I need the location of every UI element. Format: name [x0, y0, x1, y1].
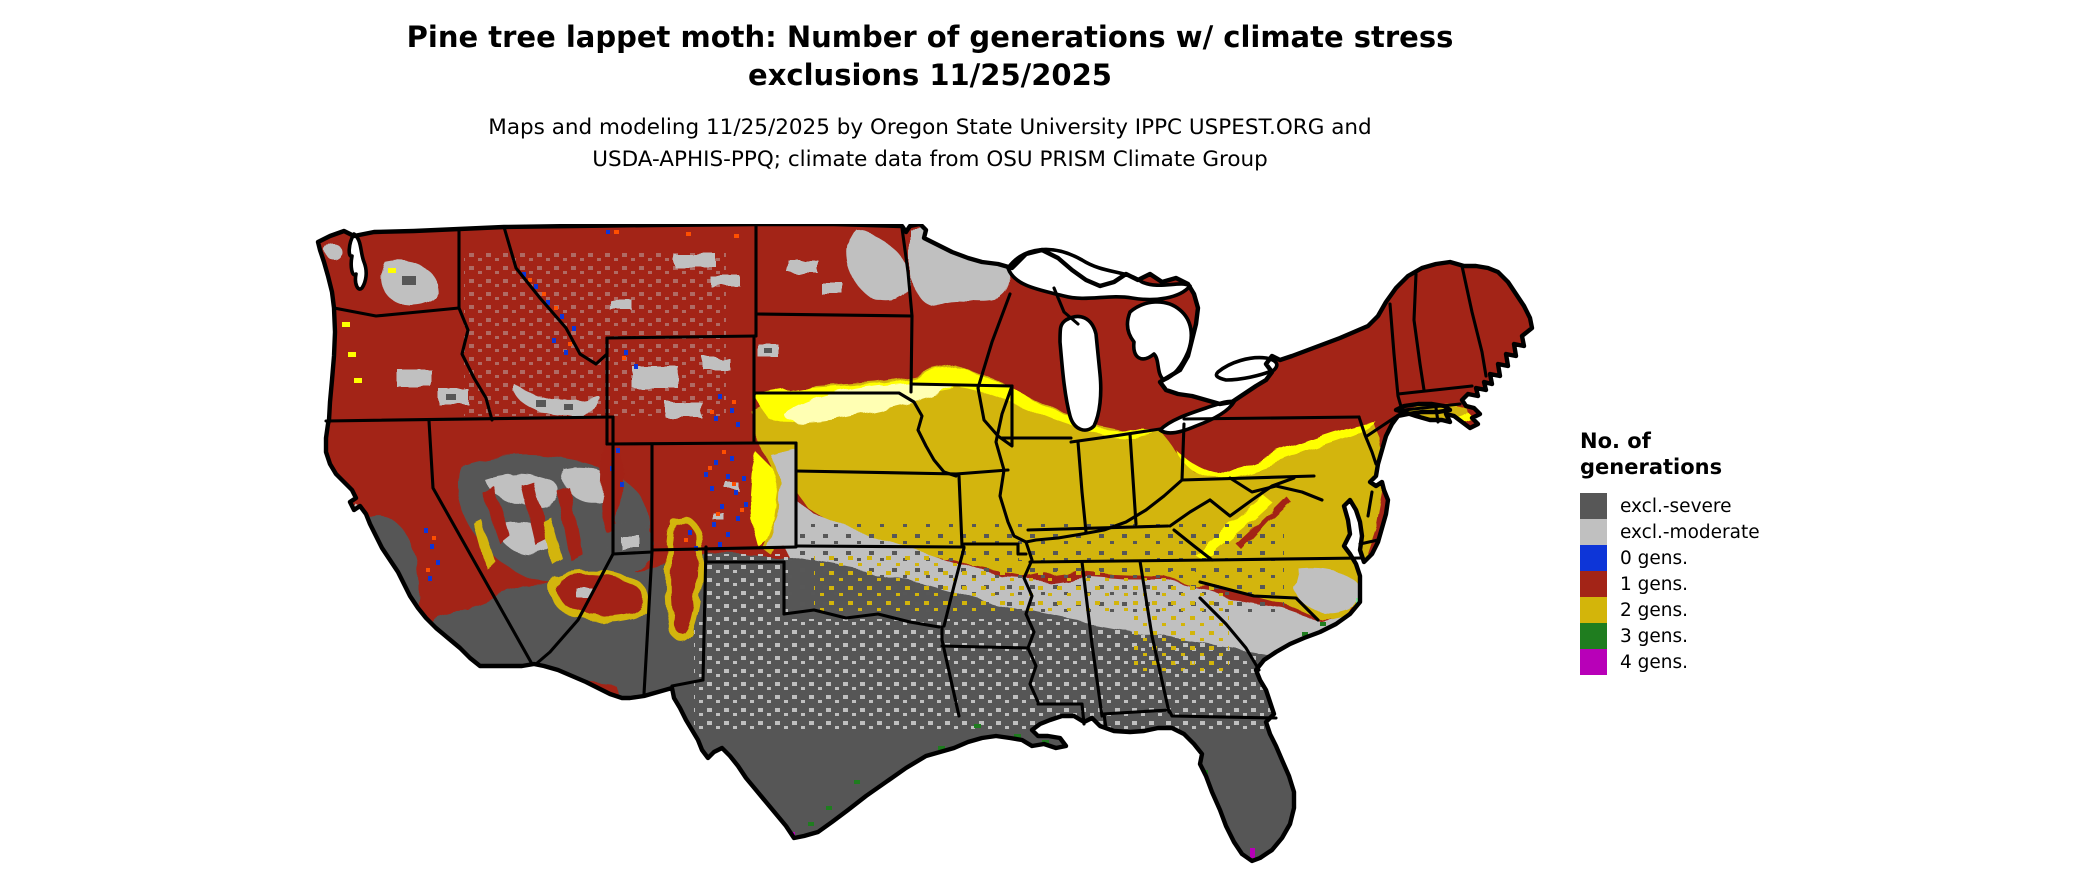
region-orange-specks — [426, 230, 744, 572]
lake-ontario — [1214, 355, 1279, 382]
region-blue-specks — [424, 230, 748, 581]
title-block: Pine tree lappet moth: Number of generat… — [0, 18, 1860, 94]
legend-item-excl-moderate: excl.-moderate — [1580, 519, 1880, 545]
us-outline — [315, 221, 1535, 864]
region-florida-keys — [1210, 866, 1237, 875]
legend-label: excl.-moderate — [1620, 521, 1760, 543]
map-svg — [315, 221, 1535, 875]
region-va-nc-coast-moderate — [1294, 568, 1361, 613]
subtitle-block: Maps and modeling 11/25/2025 by Oregon S… — [0, 112, 1860, 176]
legend-item-1-gens: 1 gens. — [1580, 571, 1880, 597]
legend-item-4-gens: 4 gens. — [1580, 649, 1880, 675]
map-title-line1: Pine tree lappet moth: Number of generat… — [406, 20, 1454, 54]
map-subtitle-line1: Maps and modeling 11/25/2025 by Oregon S… — [488, 115, 1372, 140]
legend-swatch-0-gens — [1580, 545, 1607, 571]
us-generations-map — [314, 221, 1559, 884]
lake-michigan — [1058, 314, 1103, 432]
region-co-yellow-fringe — [750, 452, 778, 546]
legend-swatch-3-gens — [1580, 623, 1607, 649]
map-subtitle-line2: USDA-APHIS-PPQ; climate data from OSU PR… — [592, 147, 1268, 172]
legend-swatch-1-gens — [1580, 571, 1607, 597]
region-east-co-moderate — [766, 450, 796, 548]
legend-title-line1: No. of — [1580, 429, 1651, 453]
state-borders — [324, 223, 1488, 730]
legend-item-0-gens: 0 gens. — [1580, 545, 1880, 571]
legend-swatch-2-gens — [1580, 597, 1607, 623]
legend-swatch-excl-moderate — [1580, 519, 1607, 545]
legend-label: 0 gens. — [1620, 547, 1689, 569]
puget-sound — [347, 232, 368, 291]
region-transition-pale — [784, 378, 958, 423]
region-transition-yellow-ohio-pa — [1176, 422, 1376, 479]
legend-item-excl-severe: excl.-severe — [1580, 493, 1880, 519]
region-nd-mn-moderate — [845, 228, 910, 300]
legend-title-line2: generations — [1580, 455, 1723, 479]
legend: No. of generations excl.-severe excl.-mo… — [1580, 428, 1880, 675]
legend-label: 1 gens. — [1620, 573, 1689, 595]
legend-item-3-gens: 3 gens. — [1580, 623, 1880, 649]
legend-label: 4 gens. — [1620, 651, 1689, 673]
legend-swatch-excl-severe — [1580, 493, 1607, 519]
legend-swatch-4-gens — [1580, 649, 1607, 675]
legend-rows: excl.-severe excl.-moderate 0 gens. 1 ge… — [1580, 493, 1880, 675]
map-title-line2: exclusions 11/25/2025 — [748, 58, 1112, 92]
legend-item-2-gens: 2 gens. — [1580, 597, 1880, 623]
legend-label: excl.-severe — [1620, 495, 1732, 517]
legend-label: 3 gens. — [1620, 625, 1689, 647]
legend-label: 2 gens. — [1620, 599, 1689, 621]
region-mn-moderate — [910, 229, 1011, 304]
region-mogollon-red — [556, 573, 643, 616]
region-magenta-4gen — [791, 832, 1255, 858]
region-snake-plain — [514, 384, 601, 416]
region-se-utah-severe — [608, 522, 654, 575]
